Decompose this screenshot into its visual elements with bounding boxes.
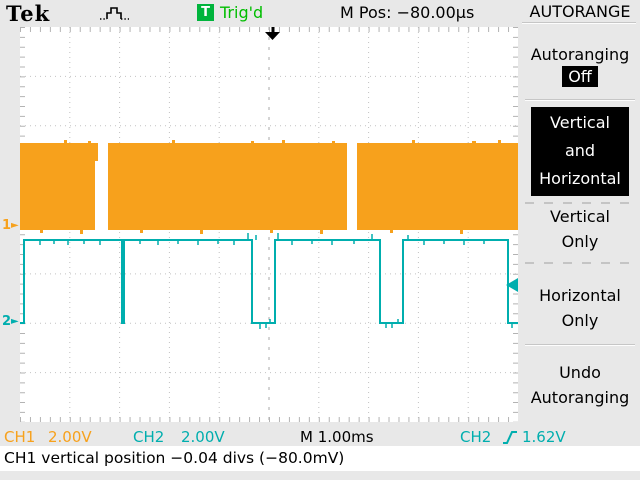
trigger-level-arrow-icon [506, 278, 518, 292]
menu-line: Horizontal [539, 169, 621, 188]
rising-edge-icon [503, 431, 517, 444]
autoranging-label: Autoranging [530, 45, 630, 64]
menu-line: Horizontal [539, 286, 621, 305]
trigger-position-marker-icon [265, 27, 280, 40]
ch1-waveform [20, 140, 518, 234]
menu-title-divider [522, 22, 636, 24]
menu-line: Only [561, 311, 599, 330]
menu-line: Vertical [550, 207, 610, 226]
menu-item-horizontal-only[interactable]: Horizontal Only [522, 283, 638, 333]
ch1-marker-label: 1 [2, 218, 12, 233]
menu-item-vertical-and-horizontal[interactable]: Vertical and Horizontal [531, 107, 629, 196]
menu-divider-dashed [525, 262, 635, 264]
autoranging-off-value[interactable]: Off [522, 66, 638, 87]
ch2-label: CH2 [133, 428, 165, 446]
off-badge: Off [562, 66, 598, 87]
menu-line: Undo [559, 363, 601, 382]
trigger-level-readout: 1.62V [522, 428, 566, 446]
ch1-label: CH1 [4, 428, 36, 446]
ch2-marker-label: 2 [2, 314, 12, 329]
trigger-source-label: CH2 [460, 428, 492, 446]
horizontal-position-readout: M Pos: −80.00µs [340, 3, 475, 22]
menu-item-undo-autoranging[interactable]: Undo Autoranging [522, 360, 638, 410]
menu-item-autoranging[interactable]: Autoranging [522, 44, 638, 65]
menu-divider [525, 344, 635, 346]
ch2-ground-marker: 2 ► [2, 315, 19, 328]
menu-divider-dashed [525, 202, 635, 204]
timebase-readout: M 1.00ms [300, 428, 374, 446]
ch1-ground-marker: 1 ► [2, 219, 19, 232]
menu-divider [525, 99, 635, 101]
menu-item-vertical-only[interactable]: Vertical Only [522, 204, 638, 254]
ch1-scale-readout: 2.00V [48, 428, 92, 446]
menu-line: and [564, 141, 596, 160]
graticule-display [20, 27, 518, 422]
message-strip [0, 446, 640, 471]
menu-line: Only [561, 232, 599, 251]
tek-logo: Tek [6, 1, 51, 26]
trigger-status: Trig'd [220, 3, 264, 22]
menu-line: Vertical [550, 113, 610, 132]
menu-line: Autoranging [530, 388, 630, 407]
ch2-waveform [20, 233, 518, 329]
acquisition-waveform-icon [100, 7, 129, 20]
ch2-marker-arrow-icon: ► [11, 316, 19, 327]
ch1-marker-arrow-icon: ► [11, 220, 19, 231]
ch2-scale-readout: 2.00V [181, 428, 225, 446]
message-text: CH1 vertical position −0.04 divs (−80.0m… [4, 449, 345, 467]
menu-title: AUTORANGE [529, 2, 631, 21]
waveform-plot [20, 27, 518, 422]
trigger-badge-icon: T [197, 4, 214, 21]
grid-dots [20, 27, 518, 422]
